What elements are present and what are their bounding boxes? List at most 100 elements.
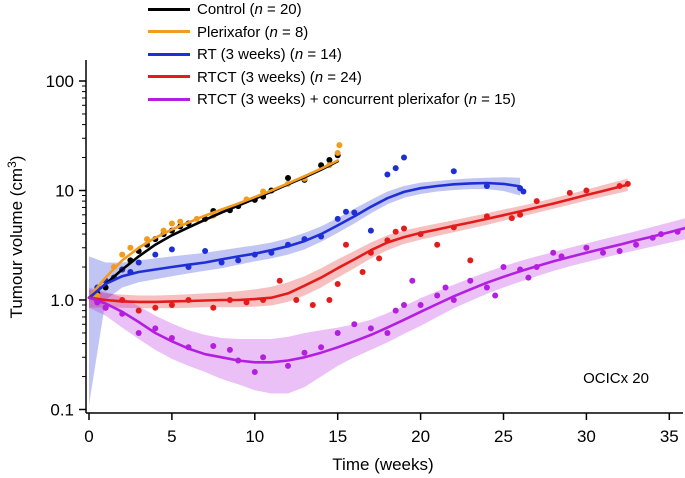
legend-label: Plerixafor (n = 8) xyxy=(197,23,309,41)
data-point xyxy=(309,302,316,308)
data-point xyxy=(517,211,524,218)
data-point xyxy=(226,346,233,353)
data-point xyxy=(367,325,374,332)
confidence-band-3 xyxy=(89,178,628,309)
data-point xyxy=(102,304,109,311)
y-tick-label: 0.1 xyxy=(50,401,74,420)
legend: Control (n = 20) Plerixafor (n = 8) RT (3 … xyxy=(148,0,588,113)
legend-label: RTCT (3 weeks) (n = 24) xyxy=(197,68,362,86)
data-point xyxy=(434,292,441,299)
x-tick-label: 5 xyxy=(167,427,176,446)
data-point xyxy=(318,344,325,351)
legend-swatch xyxy=(148,30,190,34)
data-point xyxy=(202,248,209,254)
legend-swatch xyxy=(148,52,190,56)
data-point xyxy=(168,220,175,227)
data-point xyxy=(483,183,490,189)
data-point xyxy=(285,175,291,181)
data-point xyxy=(434,241,441,248)
data-point xyxy=(533,198,540,205)
data-point xyxy=(351,209,358,216)
axes xyxy=(85,60,683,414)
data-point xyxy=(450,297,457,303)
y-axis-label: Tumour volume (cm3) xyxy=(5,156,26,319)
data-point xyxy=(525,274,532,281)
data-point xyxy=(251,369,258,375)
data-point xyxy=(152,251,159,258)
data-point xyxy=(135,307,142,314)
data-point xyxy=(392,307,399,314)
y-ticks: 0.1 1.0 10 100 xyxy=(46,72,86,420)
data-point xyxy=(401,302,407,308)
x-tick-label: 30 xyxy=(577,427,596,446)
x-tick-label: 0 xyxy=(84,427,93,446)
y-tick-label: 1.0 xyxy=(50,291,74,310)
data-point xyxy=(343,241,349,248)
data-point xyxy=(235,257,242,264)
data-point xyxy=(119,251,126,258)
legend-label: RTCT (3 weeks) + concurrent plerixafor (… xyxy=(197,91,516,109)
data-point xyxy=(334,330,341,336)
data-point xyxy=(401,225,407,232)
data-point xyxy=(177,218,184,225)
legend-item: RTCT (3 weeks) (n = 24) xyxy=(148,68,588,91)
data-point xyxy=(483,284,490,291)
data-point xyxy=(500,264,507,270)
x-axis-label: Time (weeks) xyxy=(332,455,433,474)
data-point xyxy=(633,241,640,248)
legend-item: RTCT (3 weeks) + concurrent plerixafor (… xyxy=(148,90,588,113)
y-tick-label: 10 xyxy=(55,182,74,201)
x-tick-label: 15 xyxy=(328,427,347,446)
fit-line-3 xyxy=(87,183,630,304)
model-annotation: OCICx 20 xyxy=(583,370,649,387)
data-point xyxy=(336,142,343,149)
data-point xyxy=(384,330,391,336)
data-point xyxy=(550,249,557,256)
x-tick-label: 25 xyxy=(494,427,513,446)
data-point xyxy=(376,255,383,262)
x-ticks: 0 5 10 15 20 25 30 35 xyxy=(84,413,679,446)
confidence-band-4 xyxy=(89,218,685,394)
x-tick-label: 20 xyxy=(411,427,430,446)
data-point xyxy=(409,277,416,284)
data-point xyxy=(520,188,527,195)
legend-label: Control (n = 20) xyxy=(197,1,302,19)
data-point xyxy=(583,244,590,251)
data-point xyxy=(508,215,515,222)
data-point xyxy=(343,208,349,215)
fit-line-1 xyxy=(87,159,339,299)
fit-line-2 xyxy=(87,181,522,299)
data-point xyxy=(152,304,159,311)
data-point xyxy=(260,354,267,361)
data-point xyxy=(135,259,142,266)
data-point xyxy=(293,297,300,303)
data-point xyxy=(210,343,217,349)
data-point xyxy=(566,189,573,196)
data-point xyxy=(401,154,407,161)
y-tick-label: 100 xyxy=(46,72,74,91)
fit-lines xyxy=(87,159,685,364)
data-point xyxy=(210,304,217,311)
legend-swatch xyxy=(148,75,190,79)
legend-item: Plerixafor (n = 8) xyxy=(148,23,588,46)
confidence-bands xyxy=(89,177,685,405)
data-point xyxy=(392,228,399,235)
legend-label: RT (3 weeks) (n = 14) xyxy=(197,46,342,64)
data-point xyxy=(127,244,134,251)
data-point xyxy=(467,257,474,264)
data-point xyxy=(600,249,606,256)
data-point xyxy=(583,187,590,194)
data-point xyxy=(285,362,291,369)
data-point xyxy=(616,248,623,254)
data-point xyxy=(168,246,175,253)
data-point xyxy=(417,302,424,308)
data-point xyxy=(152,325,159,332)
data-point xyxy=(351,321,358,328)
data-point xyxy=(384,171,391,178)
data-point xyxy=(334,281,341,287)
x-tick-label: 10 xyxy=(245,427,264,446)
legend-item: Control (n = 20) xyxy=(148,0,588,23)
data-point xyxy=(392,165,399,172)
data-point xyxy=(276,277,283,284)
